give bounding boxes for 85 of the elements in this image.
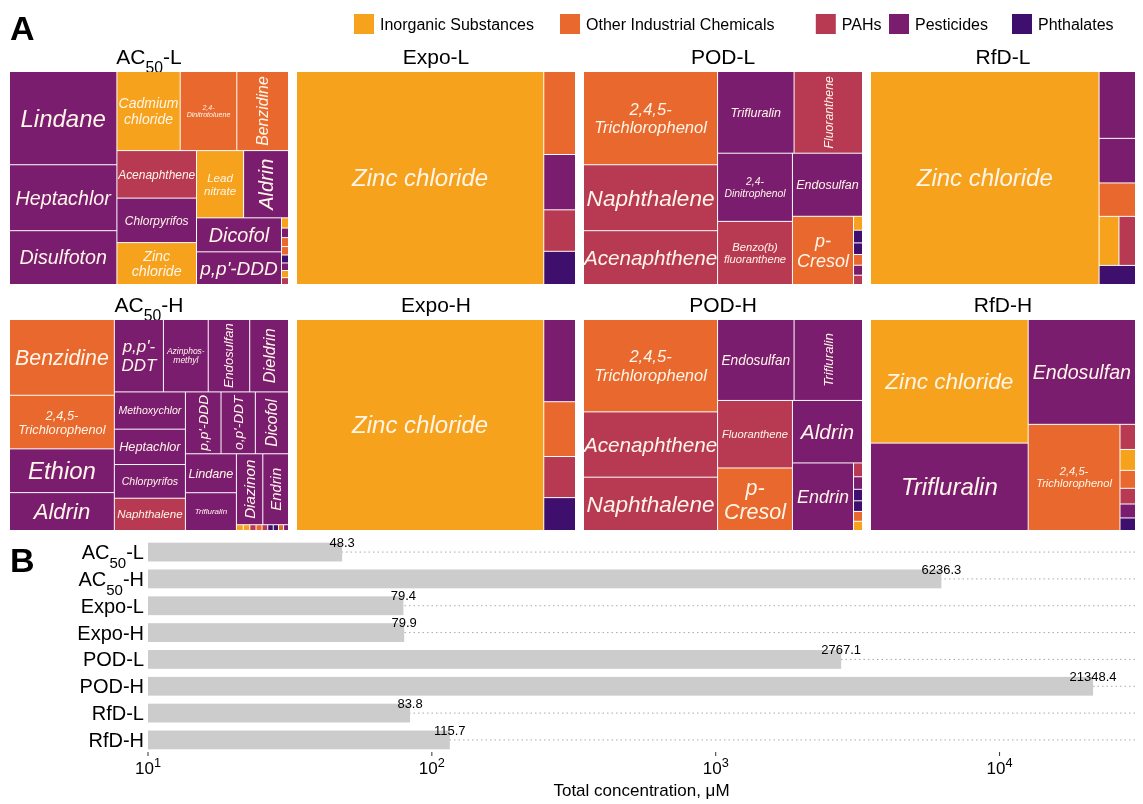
- y-tick-label: Expo-H: [77, 621, 144, 644]
- category-label: Naphthalene: [586, 491, 715, 517]
- category-label: Heptachlor: [15, 186, 113, 209]
- category-label: Lindane: [20, 104, 106, 132]
- category-label: Endosulfan: [721, 352, 791, 368]
- category-label: Dicofol: [208, 223, 270, 246]
- category-label: p,p'-DDD: [196, 394, 211, 452]
- data-label: 79.9: [391, 615, 417, 631]
- y-tick-label: POD-H: [79, 675, 144, 698]
- x-tick-label: 10$^{2}$: [418, 754, 445, 778]
- category-label: Zinc chloride: [915, 164, 1053, 192]
- category-label: Fluoranthene: [821, 76, 836, 149]
- data-label: 21348.4: [1069, 668, 1117, 684]
- category-label: Aldrin: [255, 158, 278, 211]
- category-label: 2,4,5-Trichlorophenol: [594, 347, 709, 385]
- x-tick-label: 10$^{1}$: [134, 754, 162, 778]
- category-label: Disulfoton: [19, 246, 108, 269]
- category-label: Endrin: [797, 487, 849, 508]
- category-label: Naphthalene: [117, 508, 183, 521]
- category-label: Lead nitrate: [204, 171, 237, 197]
- category-label: Methoxychlor: [118, 404, 182, 417]
- category-label: Zinc chloride: [131, 247, 182, 280]
- category-label: Lindane: [188, 466, 234, 481]
- data-label: 48.3: [329, 534, 355, 550]
- text: RfD-H: [973, 293, 1033, 316]
- text: Expo-H: [400, 293, 472, 316]
- category-label: Cadmium chloride: [118, 95, 179, 127]
- category-label: Endosulfan: [796, 178, 859, 193]
- category-label: Trifluralin: [194, 507, 228, 517]
- text: POD-L: [690, 45, 756, 68]
- category-label: Pesticides: [915, 16, 988, 33]
- category-label: Endrin: [267, 467, 284, 511]
- y-tick-label: POD-L: [82, 648, 144, 671]
- data-label: 6236.3: [921, 561, 962, 577]
- category-label: p,p'-DDT: [121, 337, 158, 375]
- data-label: 83.8: [397, 695, 423, 711]
- text: B: [10, 541, 35, 579]
- category-label: Zinc chloride: [884, 369, 1014, 395]
- text: POD-H: [689, 293, 757, 316]
- category-label: Chlorpyrifos: [121, 475, 179, 488]
- x-tick-label: 10$^{4}$: [986, 754, 1013, 778]
- x-axis-title: Total concentration, μM: [553, 781, 730, 800]
- category-label: Ethion: [27, 457, 96, 485]
- y-tick-label: RfD-L: [91, 702, 144, 725]
- category-label: Phthalates: [1038, 16, 1114, 33]
- category-label: Dicofol: [263, 398, 281, 447]
- category-label: 2,4-Dinitrophenol: [724, 176, 787, 199]
- category-label: Inorganic Substances: [380, 16, 534, 33]
- category-label: Trifluralin: [900, 473, 998, 501]
- category-label: p-Cresol: [797, 230, 850, 271]
- category-label: Trifluralin: [820, 333, 836, 387]
- text: Expo-L: [402, 45, 470, 68]
- category-label: p-Cresol: [723, 475, 788, 524]
- category-label: Aldrin: [798, 419, 855, 443]
- category-label: Other Industrial Chemicals: [586, 16, 775, 33]
- category-label: Diazinon: [240, 459, 258, 519]
- data-label: 79.4: [390, 588, 417, 604]
- category-label: 2,4,5-Trichlorophenol: [18, 407, 107, 437]
- category-label: 2,4,5-Trichlorophenol: [594, 99, 709, 138]
- category-label: Aldrin: [31, 499, 91, 525]
- category-label: Dieldrin: [259, 328, 278, 384]
- category-label: Endosulfan: [1032, 360, 1132, 383]
- category-label: o,p'-DDT: [230, 394, 246, 450]
- text: RfD-L: [975, 45, 1031, 68]
- category-label: Heptachlor: [119, 440, 182, 455]
- category-label: Trifluralin: [730, 105, 782, 120]
- x-tick-label: 10$^{3}$: [702, 754, 729, 778]
- category-label: Chlorpyrifos: [124, 213, 189, 228]
- category-label: Benzidine: [15, 345, 109, 370]
- data-label: 2767.1: [821, 642, 862, 658]
- y-tick-label: RfD-H: [88, 728, 144, 751]
- category-label: Fluoranthene: [722, 428, 788, 441]
- category-label: Benzidine: [254, 76, 272, 146]
- category-label: Endosulfan: [221, 323, 237, 389]
- category-label: Zinc chloride: [351, 164, 489, 192]
- category-label: PAHs: [841, 16, 882, 33]
- category-label: Zinc chloride: [351, 411, 489, 439]
- data-label: 115.7: [434, 722, 466, 738]
- category-label: Benzo(b)fluoranthene: [723, 240, 787, 266]
- category-label: 2,4,5-Trichlorophenol: [1036, 465, 1113, 490]
- text: A: [10, 9, 35, 47]
- category-label: p,p'-DDD: [199, 257, 279, 279]
- category-label: Azinphos-methyl: [165, 346, 205, 366]
- category-label: Naphthalene: [586, 185, 715, 211]
- category-label: Acenaphthene: [117, 167, 196, 182]
